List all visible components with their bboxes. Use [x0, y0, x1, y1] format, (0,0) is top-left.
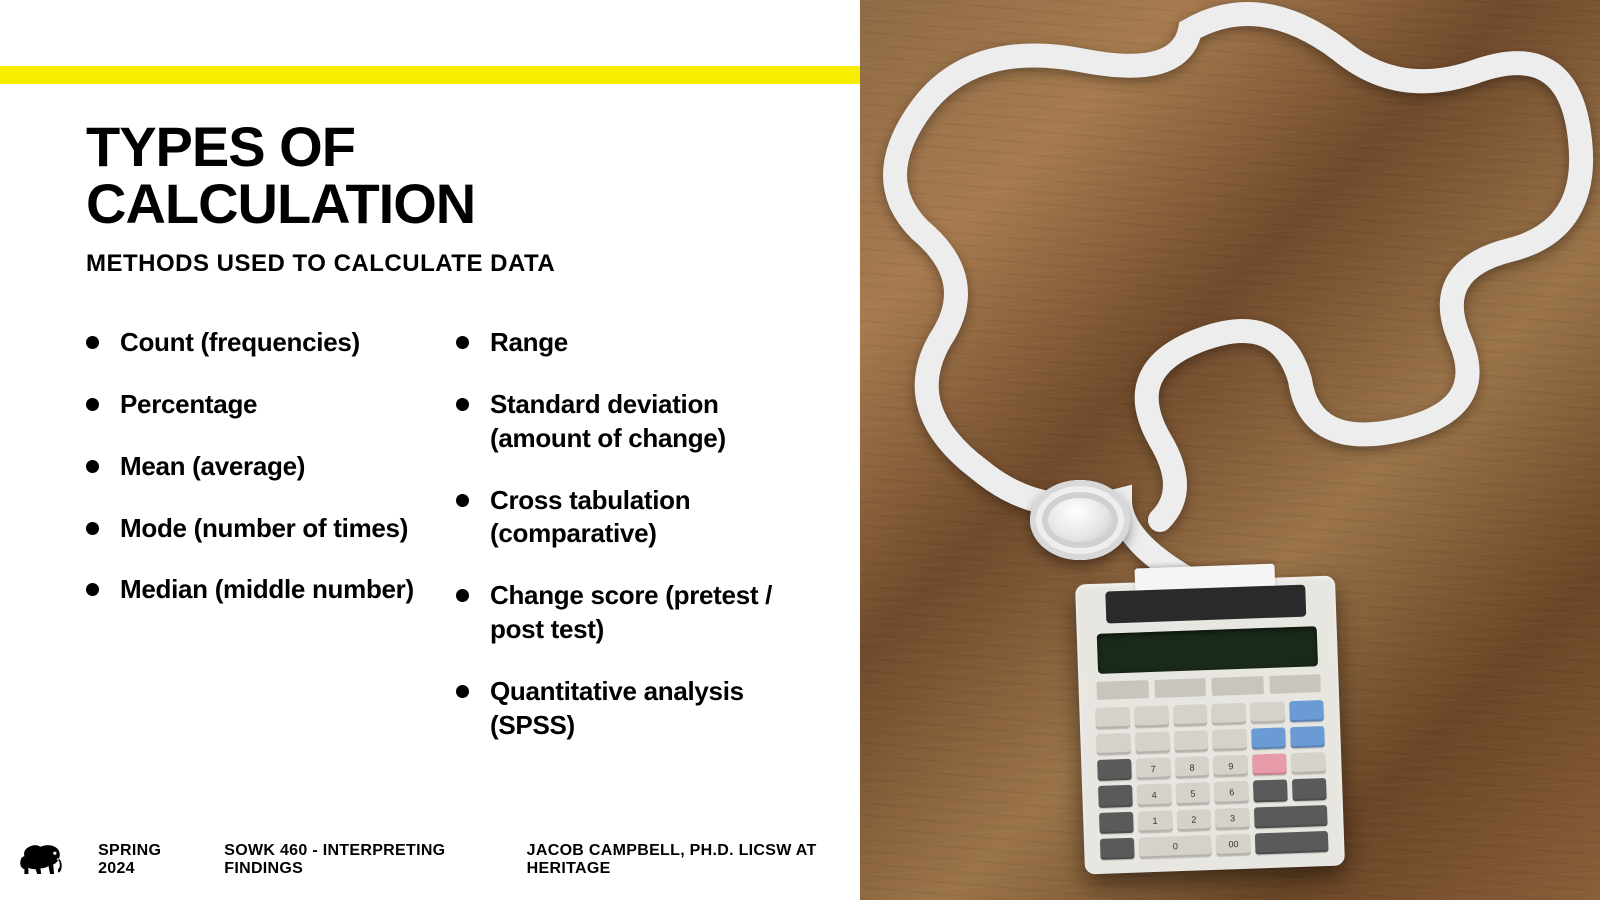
list-item: Mean (average): [86, 450, 426, 484]
footer-term: SPRING 2024: [98, 842, 190, 878]
list-item: Mode (number of times): [86, 512, 426, 546]
title-line-2: CALCULATION: [86, 172, 475, 235]
calculator-keypad: 789 456 123 000: [1095, 700, 1328, 860]
image-panel: 789 456 123 000: [860, 0, 1600, 900]
calculator-icon: 789 456 123 000: [1075, 576, 1345, 875]
footer-author: JACOB CAMPBELL, PH.D. LICSW AT HERITAGE: [527, 842, 860, 878]
list-item: Cross tabulation (comparative): [456, 484, 796, 552]
footer-text: SPRING 2024 SOWK 460 - INTERPRETING FIND…: [98, 842, 860, 878]
slide-footer: SPRING 2024 SOWK 460 - INTERPRETING FIND…: [18, 838, 860, 878]
paper-roll-icon: [1030, 480, 1130, 560]
accent-bar: [0, 66, 860, 84]
list-item: Change score (pretest / post test): [456, 579, 796, 647]
right-list: Range Standard deviation (amount of chan…: [456, 326, 796, 742]
left-list: Count (frequencies) Percentage Mean (ave…: [86, 326, 426, 607]
calculator-screen: [1097, 626, 1318, 674]
list-item: Count (frequencies): [86, 326, 426, 360]
bullet-column-left: Count (frequencies) Percentage Mean (ave…: [86, 326, 426, 770]
list-item: Quantitative analysis (SPSS): [456, 675, 796, 743]
slide-title: TYPES OF CALCULATION: [86, 118, 846, 232]
list-item: Median (middle number): [86, 573, 426, 607]
list-item: Percentage: [86, 388, 426, 422]
list-item: Standard deviation (amount of change): [456, 388, 796, 456]
calculator-switch-row: [1096, 674, 1320, 700]
footer-course: SOWK 460 - INTERPRETING FINDINGS: [224, 842, 492, 878]
list-item: Range: [456, 326, 796, 360]
calculator-printer-slot: [1105, 585, 1306, 624]
elephant-icon: [18, 838, 66, 878]
content-panel: TYPES OF CALCULATION METHODS USED TO CAL…: [0, 0, 860, 900]
bullet-columns: Count (frequencies) Percentage Mean (ave…: [86, 326, 846, 770]
title-line-1: TYPES OF: [86, 115, 355, 178]
bullet-column-right: Range Standard deviation (amount of chan…: [456, 326, 796, 770]
slide-subtitle: METHODS USED TO CALCULATE DATA: [86, 250, 846, 278]
slide-content: TYPES OF CALCULATION METHODS USED TO CAL…: [86, 118, 846, 770]
